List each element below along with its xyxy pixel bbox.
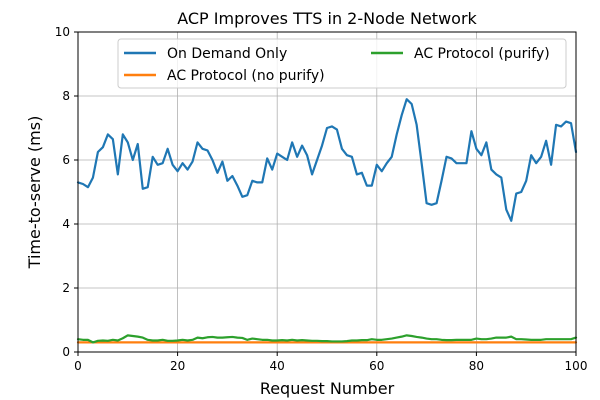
legend-label-on-demand: On Demand Only	[167, 46, 287, 62]
y-tick-label: 2	[62, 281, 70, 295]
x-tick-label: 100	[565, 359, 588, 373]
y-tick-label: 4	[62, 217, 70, 231]
legend-box	[117, 38, 567, 89]
chart-title: ACP Improves TTS in 2-Node Network	[177, 9, 477, 28]
y-axis-label: Time-to-serve (ms)	[25, 116, 44, 270]
legend-label-ac-purify: AC Protocol (purify)	[414, 46, 550, 62]
series-lines	[76, 98, 578, 344]
y-tick-label: 10	[55, 25, 70, 39]
series-line-on-demand	[76, 98, 578, 222]
x-tick-label: 60	[369, 359, 384, 373]
x-tick-label: 20	[170, 359, 185, 373]
x-tick-label: 40	[270, 359, 285, 373]
y-tick-label: 8	[62, 89, 70, 103]
legend-label-ac-no-purify: AC Protocol (no purify)	[167, 68, 325, 84]
y-tick-label: 0	[62, 345, 70, 359]
x-tick-label: 80	[469, 359, 484, 373]
x-tick-label: 0	[74, 359, 82, 373]
x-axis-label: Request Number	[260, 379, 395, 398]
plot-area-frame	[77, 31, 577, 353]
axis-ticks: 0 20 40 60 80 100 0 2 4 6 8 10	[55, 25, 588, 373]
legend: On Demand Only AC Protocol (no purify) A…	[117, 38, 567, 89]
y-tick-label: 6	[62, 153, 70, 167]
series-line-ac-purify	[76, 334, 578, 344]
